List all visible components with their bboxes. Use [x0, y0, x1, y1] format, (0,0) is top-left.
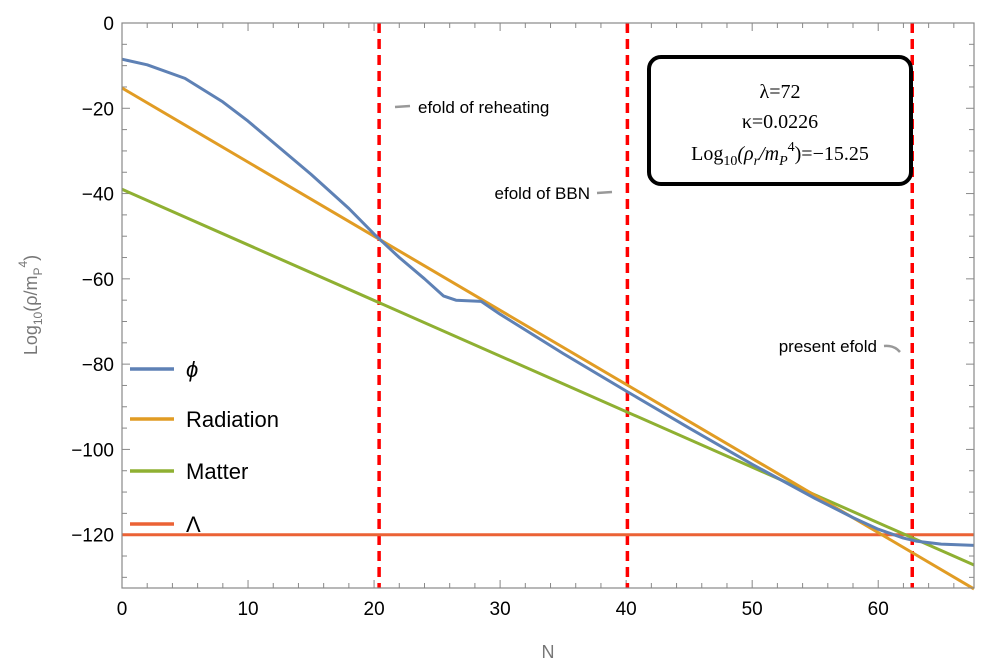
- x-tick-label: 50: [742, 599, 763, 620]
- legend-label-phi: ϕ: [186, 357, 198, 382]
- axis-ticks: 0 10 20 30 40 50 60 0 −20 −40 −60 −80 −100 −120: [71, 14, 974, 620]
- x-tick-label: 30: [490, 599, 511, 620]
- legend-item-matter: Matter: [130, 459, 248, 484]
- y-axis-title: Log10(ρ/mP4): [16, 255, 45, 355]
- bbn-annotation-pointer: [596, 190, 613, 195]
- y-tick-label: −100: [71, 440, 114, 461]
- x-tick-label: 0: [117, 599, 128, 620]
- y-tick-label: −20: [82, 99, 114, 120]
- series-lines: [121, 57, 975, 591]
- present-annotation: present efold: [779, 337, 877, 356]
- series-line-phi: [121, 57, 975, 547]
- bbn-annotation: efold of BBN: [495, 184, 590, 203]
- y-tick-label: −40: [82, 185, 114, 206]
- legend: ϕ Radiation Matter Λ: [130, 357, 279, 537]
- x-tick-label: 10: [237, 599, 258, 620]
- x-tick-label: 40: [616, 599, 637, 620]
- y-tick-label: −120: [71, 526, 114, 547]
- legend-item-phi: ϕ: [130, 357, 198, 382]
- reheating-annotation-pointer: [394, 104, 411, 109]
- parameter-box: [647, 55, 913, 186]
- vertical-marker-lines: [377, 23, 914, 588]
- legend-label-lambda: Λ: [186, 512, 201, 537]
- lambda-value: λ=72: [760, 81, 801, 103]
- kappa-value: κ=0.0226: [742, 111, 818, 133]
- legend-label-matter: Matter: [186, 459, 248, 484]
- x-tick-label: 60: [868, 599, 889, 620]
- legend-item-radiation: Radiation: [130, 407, 279, 432]
- rho-r-value: Log10(ρr/mP4)=−15.25: [691, 140, 869, 169]
- legend-label-radiation: Radiation: [186, 407, 279, 432]
- legend-item-lambda: Λ: [130, 512, 201, 537]
- series-line-matter: [121, 187, 975, 567]
- y-tick-label: −60: [82, 270, 114, 291]
- reheating-annotation: efold of reheating: [418, 98, 549, 117]
- x-tick-label: 20: [364, 599, 385, 620]
- x-axis-title: N: [542, 642, 555, 662]
- y-tick-label: −80: [82, 355, 114, 376]
- plot-frame: [121, 22, 975, 589]
- present-annotation-pointer: [883, 344, 901, 353]
- y-tick-label: 0: [103, 14, 114, 35]
